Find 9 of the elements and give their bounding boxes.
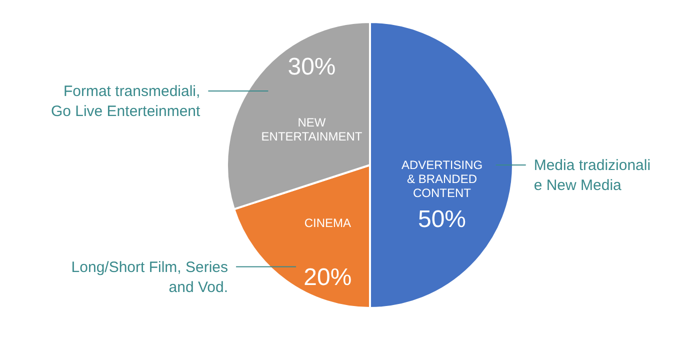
slice-label: NEW ENTERTAINMENT bbox=[261, 116, 363, 144]
data-label: 30% bbox=[288, 54, 336, 81]
data-label: 20% bbox=[304, 264, 352, 292]
text: Long/Short Film, Series and Vod. bbox=[71, 258, 228, 296]
slice-label: ADVERTISING & BRANDED CONTENT bbox=[401, 158, 483, 200]
text: Format transmediali, Go Live Enterteinment bbox=[50, 83, 202, 120]
data-label: 50% bbox=[418, 206, 466, 233]
text: Media tradizionali e New Media bbox=[534, 157, 651, 194]
slice-label: CINEMA bbox=[304, 216, 352, 230]
